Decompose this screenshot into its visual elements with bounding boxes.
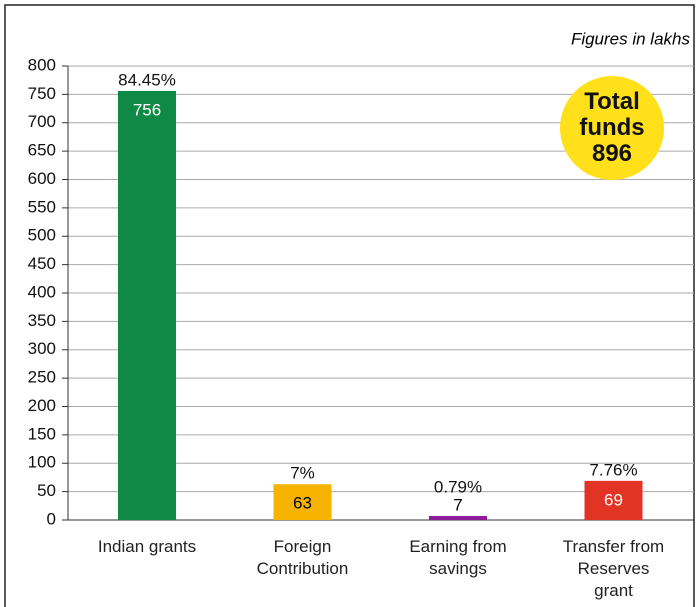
x-tick-label: Earning from savings bbox=[409, 537, 507, 578]
total-label: Total funds bbox=[579, 88, 645, 141]
percent-label: 7.76% bbox=[589, 460, 637, 479]
x-tick-label: Foreign Contribution bbox=[256, 537, 349, 578]
total-badge: Total funds 896 bbox=[560, 76, 664, 180]
annotation: Figures in lakhs bbox=[571, 29, 691, 48]
y-tick-label: 500 bbox=[28, 226, 56, 245]
percent-label: 0.79% bbox=[434, 478, 482, 497]
total-value: 896 bbox=[591, 140, 633, 167]
value-label: 7 bbox=[453, 496, 462, 515]
frame bbox=[4, 4, 695, 607]
y-tick-label: 700 bbox=[28, 112, 56, 131]
y-tick-label: 550 bbox=[28, 197, 56, 216]
y-tick-label: 400 bbox=[28, 282, 56, 301]
y-tick-label: 0 bbox=[47, 509, 56, 528]
y-tick-label: 750 bbox=[28, 84, 56, 103]
y-tick-label: 100 bbox=[28, 453, 56, 472]
y-tick-label: 650 bbox=[28, 141, 56, 160]
y-tick-label: 600 bbox=[28, 169, 56, 188]
y-tick-label: 800 bbox=[28, 55, 56, 74]
value-label: 69 bbox=[604, 490, 623, 509]
x-tick-label: Indian grants bbox=[97, 537, 197, 556]
value-label: 756 bbox=[133, 100, 161, 119]
y-tick-label: 300 bbox=[28, 339, 56, 358]
y-tick-label: 250 bbox=[28, 368, 56, 387]
y-tick-label: 450 bbox=[28, 254, 56, 273]
bar bbox=[584, 480, 643, 520]
y-tick-label: 200 bbox=[28, 396, 56, 415]
y-tick-label: 50 bbox=[37, 481, 56, 500]
percent-label: 84.45% bbox=[118, 70, 176, 89]
y-tick-label: 150 bbox=[28, 424, 56, 443]
x-tick-label: Transfer from Reserves grant bbox=[562, 537, 665, 600]
percent-label: 7% bbox=[290, 464, 315, 483]
bar bbox=[429, 516, 487, 520]
bar bbox=[273, 484, 332, 520]
y-tick-label: 350 bbox=[28, 311, 56, 330]
value-label: 63 bbox=[293, 494, 312, 513]
bar bbox=[118, 90, 176, 520]
